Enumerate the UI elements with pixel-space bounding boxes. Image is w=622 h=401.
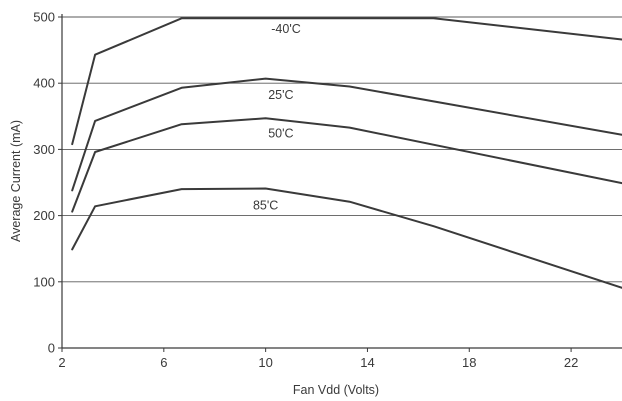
series-line-3 [71, 187, 622, 289]
series-line-0 [71, 17, 622, 146]
y-tick-label-4: 400 [33, 76, 55, 91]
series-labels: -40'C 25'C 50'C 85'C [253, 22, 301, 213]
series-line-1 [71, 77, 622, 192]
x-tick-label-2: 10 [258, 355, 272, 370]
x-tick-label-5: 22 [564, 355, 578, 370]
x-tick-label-3: 14 [360, 355, 374, 370]
y-tick-label-3: 300 [33, 142, 55, 157]
series-label-2: 50'C [268, 126, 293, 140]
y-tick-label-0: 0 [48, 341, 55, 356]
y-axis-label: Average Current (mA) [9, 120, 23, 242]
x-tick-label-0: 2 [58, 355, 65, 370]
series-label-3: 85'C [253, 199, 278, 213]
x-axis-label: Fan Vdd (Volts) [293, 383, 379, 397]
series-label-1: 25'C [268, 88, 293, 102]
x-tick-label-4: 18 [462, 355, 476, 370]
gridlines [62, 16, 622, 283]
series-label-0: -40'C [271, 22, 300, 36]
y-tick-label-2: 200 [33, 208, 55, 223]
y-tick-label-1: 100 [33, 274, 55, 289]
tick-labels: 0 100 200 300 400 500 2 6 10 14 18 22 [33, 10, 578, 371]
axes [58, 14, 622, 352]
series-line-2 [71, 117, 622, 213]
y-tick-label-5: 500 [33, 10, 55, 25]
x-tick-label-1: 6 [160, 355, 167, 370]
series-lines [71, 17, 622, 289]
